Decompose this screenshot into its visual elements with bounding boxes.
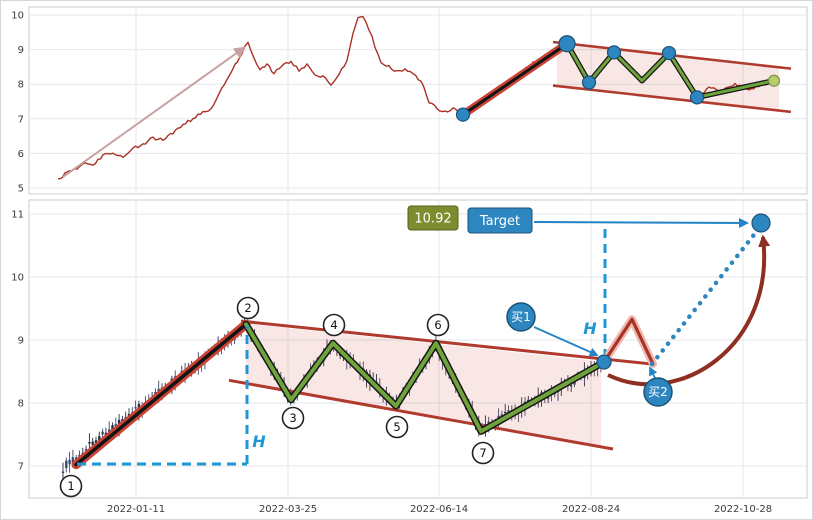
target-dot [751,213,771,233]
candle-body [111,425,114,432]
pivot-number-label-6: 6 [434,318,441,332]
pivot-number-label-5: 5 [393,420,400,434]
bottom-y-tick-label: 7 [18,462,24,473]
target-box [467,207,533,234]
target-label: Target [479,214,520,229]
candle-body [65,460,68,469]
target-price-label: 10.92 [414,212,451,227]
candle-body [114,424,117,427]
candle-body [94,440,98,444]
flagpole-core [74,322,248,467]
candle-body [500,414,504,417]
wave-zigzag [244,322,606,434]
pivot-number-circle-6 [426,313,450,337]
buy2-label: 买2 [648,385,668,399]
x-tick-label: 2022-03-25 [259,504,317,515]
candle-body [84,449,88,451]
candle-body [487,421,490,425]
flag-end-dot [767,74,781,87]
bottom-y-tick-label: 11 [11,210,24,221]
pivot-number-circle-1 [59,474,83,498]
candle-body [98,436,101,442]
pivot-number-circle-3 [281,406,305,430]
buy2-arrow [649,366,658,379]
candle-body [61,471,65,473]
top-y-tick-label: 7 [18,114,24,125]
pivot-number-label-2: 2 [244,301,251,315]
flag-lower-line [552,84,792,114]
pivot-number-circle-5 [385,415,409,439]
pivot-dot [455,107,471,122]
pivot-number-circle-2 [236,296,260,320]
pivot-number-label-1: 1 [67,479,74,493]
candle-body [101,431,104,435]
uptrend-arrow [62,46,246,178]
pivot-number-label-4: 4 [330,318,337,332]
candle-body [121,419,124,422]
flagpole-top-core [461,42,569,117]
bottom-y-tick-label: 10 [11,273,24,284]
pivot-dot [581,75,597,90]
pivot-dot [689,90,705,105]
candle-body [570,385,573,387]
pivot-number-label-7: 7 [479,446,486,460]
candle-body [108,429,111,434]
top-y-tick-label: 9 [18,45,24,56]
buy1-label: 买1 [511,310,531,324]
h-label-left: H [252,432,266,451]
candle-body [75,457,78,460]
target-arrow [533,217,749,228]
pole-top-dot [558,35,576,53]
h-label-right: H [583,319,597,338]
x-tick-label: 2022-01-11 [107,504,165,515]
candle-body [134,407,137,409]
breakout-projection-dotted [649,228,760,367]
top-y-tick-label: 8 [18,80,24,91]
top-y-tick-label: 6 [18,149,24,160]
top-y-tick-label: 10 [11,11,24,22]
target-price-box [407,205,459,231]
pivot-dot [661,45,677,61]
x-tick-label: 2022-06-14 [410,504,468,515]
candle-body [507,410,510,414]
breakout-dot [596,354,612,370]
candle-body [546,397,550,399]
pivot-dot [606,45,622,60]
candle-body [91,441,94,445]
pivot-number-label-3: 3 [289,411,296,425]
candle-body [68,459,71,465]
bottom-y-tick-label: 9 [18,336,24,347]
pivot-number-circle-4 [322,313,346,337]
measured-move-curve-arrow [607,234,771,387]
candle-body [71,457,75,464]
candle-body [88,442,91,444]
post-breakout-zigzag [602,317,655,366]
x-tick-label: 2022-08-24 [562,504,620,515]
buy1-marker [506,302,536,332]
top-y-tick-label: 5 [18,184,24,195]
bottom-y-tick-label: 8 [18,399,24,410]
buy1-arrow [533,326,599,357]
bottom-panel [28,199,808,499]
buy2-marker [643,377,673,407]
candle-body [78,455,81,457]
pennant-upper-line [240,319,652,366]
x-tick-label: 2022-10-28 [714,504,772,515]
candle-body [504,412,507,414]
pivot-number-circle-7 [471,441,495,465]
